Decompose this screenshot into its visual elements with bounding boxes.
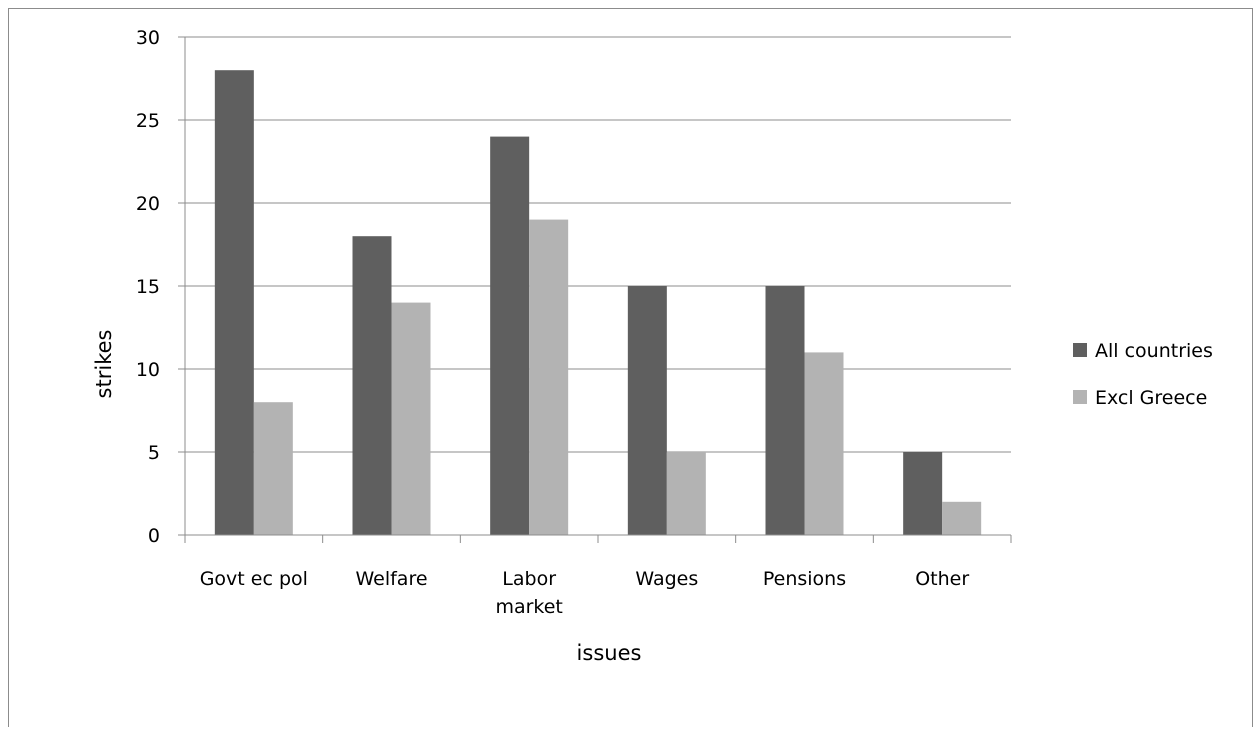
x-axis-title: issues — [577, 641, 642, 665]
legend: All countries Excl Greece — [1073, 340, 1213, 409]
x-tick-label: market — [495, 596, 562, 618]
x-tick-labels: Govt ec pol Welfare Labor market Wages Pensio… — [200, 568, 970, 618]
axes — [178, 36, 1012, 543]
y-tick-label: 25 — [136, 110, 160, 132]
legend-swatch — [1073, 390, 1087, 404]
bar — [942, 501, 982, 535]
x-tick-label: Other — [915, 568, 969, 590]
bar — [529, 219, 569, 535]
y-tick-label: 5 — [148, 442, 160, 464]
x-tick-label: Wages — [635, 568, 698, 590]
bar — [666, 452, 706, 535]
legend-label: Excl Greece — [1095, 387, 1207, 409]
bar — [804, 352, 844, 535]
gridlines — [185, 36, 1011, 453]
bar — [765, 286, 805, 535]
legend-swatch — [1073, 343, 1087, 357]
y-tick-label: 10 — [136, 359, 160, 381]
bar — [253, 402, 293, 535]
bars — [214, 70, 982, 535]
bar — [352, 236, 392, 535]
legend-label: All countries — [1095, 340, 1213, 362]
y-tick-label: 15 — [136, 276, 160, 298]
y-tick-label: 20 — [136, 193, 160, 215]
bar — [627, 286, 667, 535]
y-tick-labels: 0 5 10 15 20 25 30 — [136, 27, 160, 547]
bar — [391, 302, 431, 535]
chart-frame — [8, 8, 1253, 727]
x-tick-label: Welfare — [355, 568, 427, 590]
bar — [490, 136, 530, 535]
y-axis-title: strikes — [92, 330, 116, 399]
bar — [214, 70, 254, 535]
x-tick-label: Labor — [502, 568, 556, 590]
x-tick-label: Govt ec pol — [200, 568, 308, 590]
y-tick-label: 0 — [148, 525, 160, 547]
x-tick-label: Pensions — [763, 568, 846, 590]
bar — [903, 452, 943, 535]
y-tick-label: 30 — [136, 27, 160, 49]
